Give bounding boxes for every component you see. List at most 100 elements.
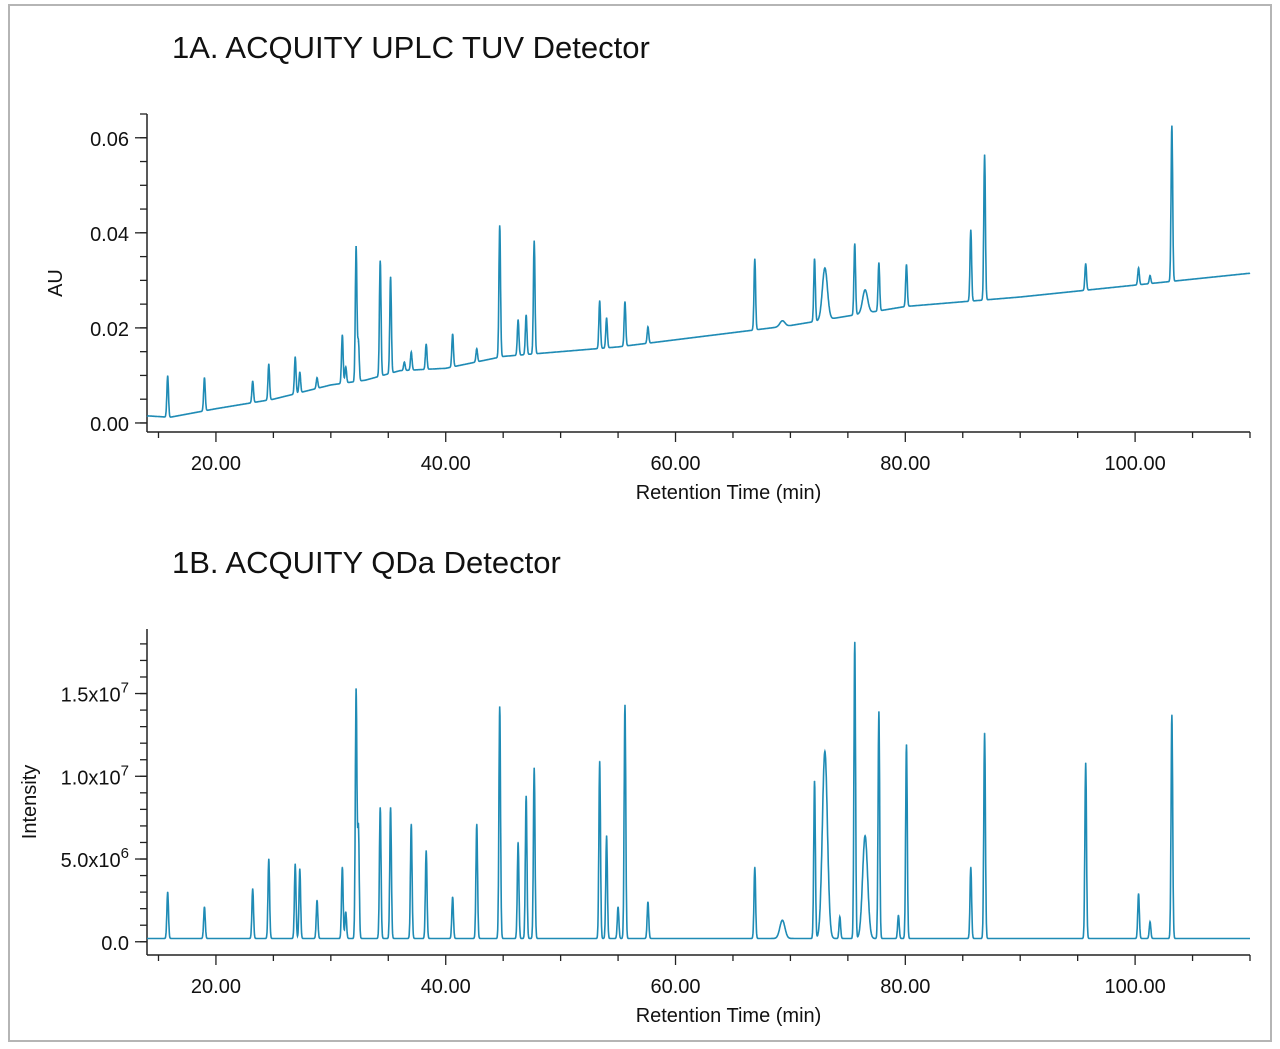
x-tick-label: 40.00 <box>421 453 471 475</box>
peak-apex <box>1084 762 1087 764</box>
peak-apex <box>425 849 427 852</box>
peak-apex <box>251 888 254 890</box>
peak-apex <box>647 901 649 903</box>
peak-apex <box>475 823 478 826</box>
peak-apex <box>379 260 382 262</box>
y-tick-label: 1.0x107 <box>61 762 129 789</box>
x-tick-label: 100.00 <box>1105 976 1166 998</box>
y-tick-label: 5.0x106 <box>61 845 129 872</box>
peak-apex <box>1171 714 1173 716</box>
chart-title-1a: 1A. ACQUITY UPLC TUV Detector <box>172 30 650 65</box>
peak-apex <box>813 780 816 783</box>
peak-apex <box>525 795 527 797</box>
peak-apex <box>267 363 270 365</box>
peak-apex <box>410 351 413 353</box>
peak-apex <box>839 916 841 918</box>
peak-apex <box>294 356 297 358</box>
x-tick-label: 20.00 <box>191 453 241 475</box>
peak-apex <box>498 705 501 708</box>
peak-apex <box>166 891 169 893</box>
y-axis-label: AU <box>45 269 67 297</box>
chart-tuv: 20.00 40.00 60.00 80.00 100.00 Retention Time… <box>45 113 1251 504</box>
chart-qda: 20.00 40.00 60.00 80.00 100.00 Retention Time… <box>19 629 1251 1027</box>
peak-apex <box>878 261 880 264</box>
peak-apex <box>1137 892 1140 895</box>
peak-apex <box>824 750 826 753</box>
peak-apex <box>425 343 427 345</box>
peak-apex <box>357 340 360 343</box>
peak-apex <box>781 919 784 922</box>
peak-apex <box>824 267 826 269</box>
peak-apex <box>517 841 519 844</box>
peak-apex <box>1171 125 1173 127</box>
peak-apex <box>1084 262 1087 265</box>
peak-apex <box>341 866 344 869</box>
y-tick-label: 0.00 <box>90 414 129 436</box>
peak-apex <box>617 906 619 908</box>
peak-apex <box>451 896 454 898</box>
y-tick-label: 0.02 <box>90 319 129 341</box>
x-axis-label: Retention Time (min) <box>636 1005 822 1027</box>
peak-apex <box>905 263 908 266</box>
peak-apex <box>970 866 972 869</box>
peak-apex <box>166 375 169 377</box>
peak-apex <box>355 245 357 248</box>
peak-apex <box>983 154 986 156</box>
y-tick-label: 0.04 <box>90 224 129 246</box>
peak-apex <box>1149 274 1151 277</box>
peak-apex <box>525 314 527 316</box>
y-tick-label: 0.0 <box>101 933 129 955</box>
peak-apex <box>299 868 301 870</box>
x-tick-label: 80.00 <box>880 453 930 475</box>
x-tick-label: 20.00 <box>191 976 241 998</box>
peak-apex <box>403 361 406 363</box>
figure-frame <box>8 4 1272 1042</box>
peak-apex <box>853 641 856 644</box>
x-tick-label: 60.00 <box>650 976 700 998</box>
peak-apex <box>853 242 856 245</box>
peak-apex <box>1149 921 1151 923</box>
peak-apex <box>410 823 413 826</box>
peak-apex <box>878 710 880 713</box>
peak-apex <box>389 806 392 809</box>
peak-apex <box>451 333 454 335</box>
x-tick-label: 80.00 <box>880 976 930 998</box>
peak-apex <box>864 835 866 837</box>
peak-apex <box>533 767 535 769</box>
peak-apex <box>498 224 501 227</box>
peak-apex <box>294 863 297 865</box>
x-tick-label: 100.00 <box>1105 453 1166 475</box>
x-tick-label: 40.00 <box>421 976 471 998</box>
x-tick-label: 60.00 <box>650 453 700 475</box>
y-axis-label: Intensity <box>19 765 41 839</box>
peak-apex <box>251 380 254 382</box>
peak-apex <box>355 689 357 692</box>
peak-apex <box>341 334 344 336</box>
peak-apex <box>905 744 908 746</box>
peak-apex <box>379 806 382 809</box>
peak-apex <box>897 914 900 917</box>
peak-apex <box>598 760 601 763</box>
peak-apex <box>267 858 270 860</box>
peak-apex <box>203 906 206 908</box>
peak-apex <box>517 319 519 321</box>
peak-apex <box>389 276 392 278</box>
peak-apex <box>624 300 626 303</box>
chromatogram-trace <box>147 642 1250 940</box>
peak-apex <box>970 229 972 231</box>
peak-apex <box>299 371 301 373</box>
peak-apex <box>605 317 608 319</box>
peak-apex <box>316 899 318 902</box>
peak-apex <box>753 258 756 260</box>
peak-apex <box>344 366 347 368</box>
peak-apex <box>605 835 608 837</box>
peak-apex <box>203 377 206 379</box>
peak-apex <box>475 348 478 350</box>
peak-apex <box>753 866 756 869</box>
peak-apex <box>813 258 816 260</box>
peak-apex <box>316 377 318 379</box>
peak-apex <box>647 326 649 328</box>
peak-apex <box>983 732 986 735</box>
peak-apex <box>533 240 535 242</box>
